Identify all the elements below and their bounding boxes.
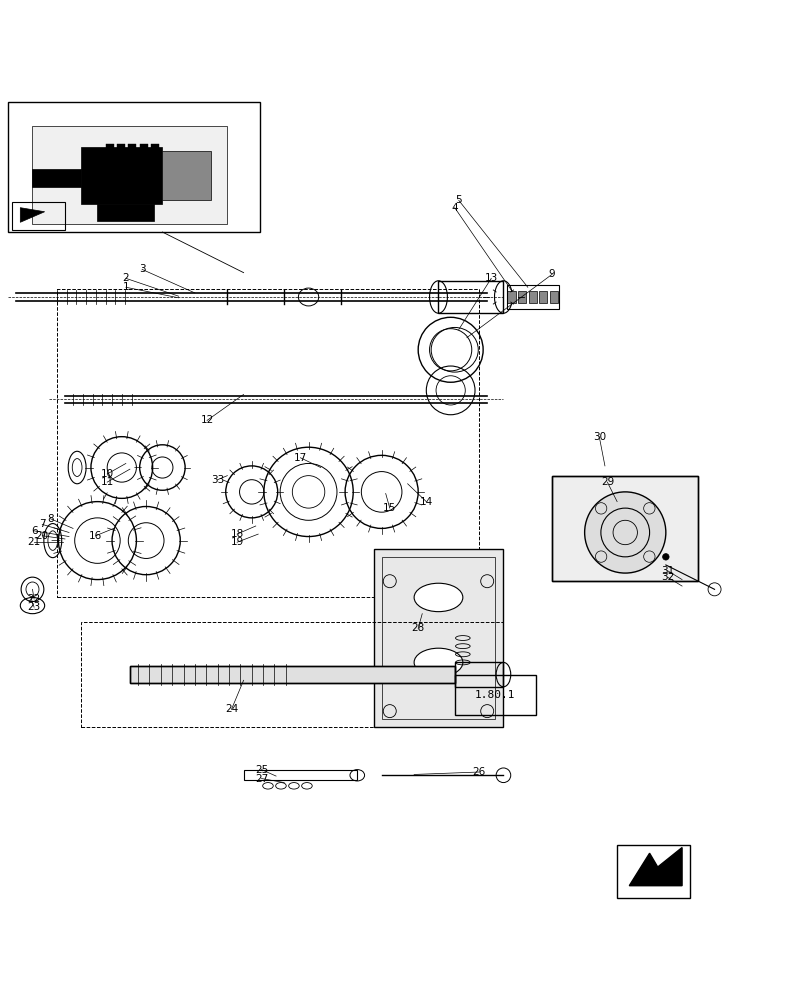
Bar bbox=[517, 291, 526, 303]
Text: 1.80.1: 1.80.1 bbox=[474, 690, 515, 700]
Text: 21: 21 bbox=[28, 537, 41, 547]
Bar bbox=[8, 102, 260, 232]
Text: 15: 15 bbox=[383, 503, 396, 513]
Polygon shape bbox=[130, 666, 454, 683]
Bar bbox=[549, 291, 557, 303]
Bar bbox=[97, 204, 154, 221]
Text: 20: 20 bbox=[36, 531, 49, 541]
Polygon shape bbox=[629, 848, 681, 886]
Ellipse shape bbox=[584, 492, 665, 573]
Polygon shape bbox=[551, 476, 697, 581]
Text: 19: 19 bbox=[230, 537, 243, 547]
Text: 13: 13 bbox=[484, 273, 497, 283]
Bar bbox=[616, 845, 689, 898]
Text: 29: 29 bbox=[600, 477, 613, 487]
Bar bbox=[381, 557, 495, 719]
Bar bbox=[454, 675, 535, 715]
Text: 14: 14 bbox=[419, 497, 432, 507]
Bar bbox=[373, 549, 503, 727]
Polygon shape bbox=[81, 147, 162, 204]
Text: 31: 31 bbox=[660, 566, 673, 576]
Text: 3: 3 bbox=[139, 264, 145, 274]
Bar bbox=[539, 291, 547, 303]
Text: 11: 11 bbox=[101, 477, 114, 487]
Polygon shape bbox=[162, 151, 211, 200]
Text: 2: 2 bbox=[122, 273, 129, 283]
Ellipse shape bbox=[414, 648, 462, 677]
Text: 12: 12 bbox=[200, 415, 213, 425]
Text: 22: 22 bbox=[28, 594, 41, 604]
Bar bbox=[81, 622, 503, 727]
Bar bbox=[57, 289, 478, 597]
Polygon shape bbox=[32, 126, 227, 224]
Polygon shape bbox=[20, 208, 45, 222]
Text: 27: 27 bbox=[255, 774, 268, 784]
Text: 4: 4 bbox=[451, 203, 457, 213]
Bar bbox=[117, 144, 125, 151]
Bar bbox=[32, 169, 81, 187]
Text: 30: 30 bbox=[592, 432, 605, 442]
Bar bbox=[151, 144, 159, 151]
Text: 28: 28 bbox=[411, 623, 424, 633]
Text: 1: 1 bbox=[122, 282, 129, 292]
Circle shape bbox=[662, 554, 668, 560]
Bar bbox=[12, 202, 65, 230]
Bar bbox=[507, 291, 515, 303]
Text: 6: 6 bbox=[31, 526, 37, 536]
Bar bbox=[528, 291, 536, 303]
Bar bbox=[506, 285, 559, 309]
Bar bbox=[128, 144, 136, 151]
Bar bbox=[139, 144, 148, 151]
Text: 17: 17 bbox=[294, 453, 307, 463]
Text: 18: 18 bbox=[230, 529, 243, 539]
Text: 33: 33 bbox=[211, 475, 224, 485]
Text: 26: 26 bbox=[472, 767, 485, 777]
Text: 23: 23 bbox=[28, 602, 41, 612]
Text: 24: 24 bbox=[225, 704, 238, 714]
Ellipse shape bbox=[414, 583, 462, 612]
Text: 9: 9 bbox=[548, 269, 555, 279]
Text: 16: 16 bbox=[89, 531, 102, 541]
Text: 7: 7 bbox=[39, 519, 45, 529]
Text: 10: 10 bbox=[101, 469, 114, 479]
Bar bbox=[105, 144, 114, 151]
Text: 5: 5 bbox=[455, 195, 461, 205]
Text: 32: 32 bbox=[660, 572, 673, 582]
Text: 25: 25 bbox=[255, 765, 268, 775]
Text: 8: 8 bbox=[47, 514, 54, 524]
